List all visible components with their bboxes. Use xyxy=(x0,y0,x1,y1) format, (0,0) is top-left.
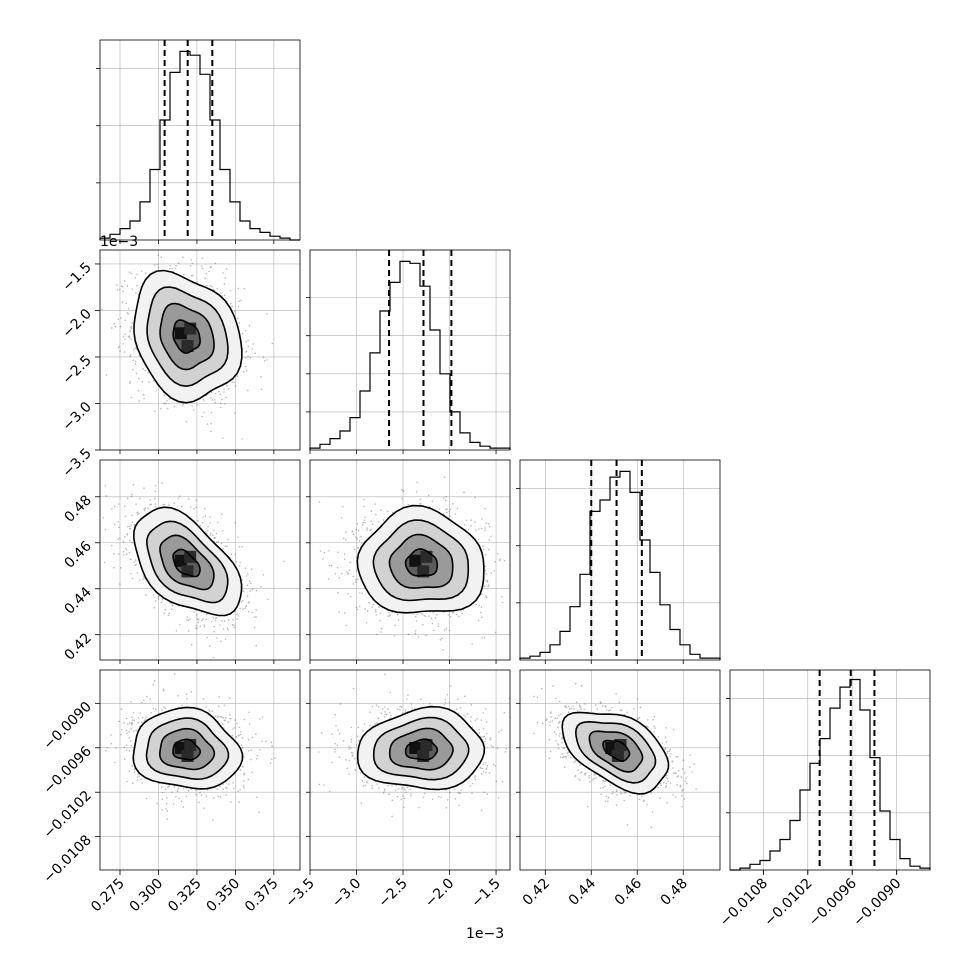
contour-line xyxy=(132,706,244,790)
x-tick-label: −2.0 xyxy=(422,876,457,911)
x-tick-label: −0.0090 xyxy=(850,876,904,930)
hist-frame xyxy=(729,669,931,871)
contour-line xyxy=(356,705,486,791)
contour-line xyxy=(145,717,230,781)
histogram-step xyxy=(309,260,511,450)
x-offset-label: 1e−3 xyxy=(466,926,504,942)
contour-line xyxy=(172,738,201,761)
y-tick-label: 0.44 xyxy=(61,584,94,617)
x-tick-label: 0.46 xyxy=(612,875,645,908)
y-tick-label: 0.48 xyxy=(61,492,94,525)
x-tick-label: 0.375 xyxy=(242,876,282,916)
density-core-pixel xyxy=(420,739,433,751)
contour-line xyxy=(172,319,201,354)
y-tick-label: −2.0 xyxy=(59,306,94,341)
x-tick-label: 0.42 xyxy=(520,876,553,909)
y-tick-label: 0.42 xyxy=(61,630,94,663)
y-tick-label: −3.5 xyxy=(59,446,94,481)
hist-panel-3 xyxy=(726,669,931,874)
contour-line xyxy=(356,504,485,614)
density-core-pixel xyxy=(420,550,433,563)
histogram-step xyxy=(99,50,300,241)
y-tick-label: 0.46 xyxy=(61,538,94,571)
contour-line xyxy=(132,506,243,617)
contour-line xyxy=(146,520,229,604)
pair-panel-2-3 xyxy=(519,669,721,871)
contour-line xyxy=(159,534,215,591)
contour-line xyxy=(372,716,470,781)
pair-panel-0-3 xyxy=(99,669,301,871)
contour-line xyxy=(133,269,243,404)
x-tick-label: −0.0108 xyxy=(717,876,771,930)
x-tick-label: 0.300 xyxy=(127,876,167,916)
pair-frame xyxy=(99,669,301,871)
y-tick-label: −0.0096 xyxy=(41,743,95,797)
pair-panel-0-1 xyxy=(99,249,301,451)
contour-line xyxy=(172,548,201,578)
contour-line xyxy=(388,727,454,771)
contour-line xyxy=(404,548,438,577)
pair-frame xyxy=(99,459,301,661)
contour-line xyxy=(404,738,439,761)
y-tick-label: −0.0102 xyxy=(41,788,95,842)
hist-panel-2 xyxy=(516,459,721,661)
x-tick-label: −3.5 xyxy=(282,876,317,911)
y-tick-label: −2.5 xyxy=(59,352,94,387)
x-tick-label: 0.44 xyxy=(566,875,599,908)
density-core-pixel xyxy=(174,554,187,567)
x-tick-label: −0.0096 xyxy=(806,875,860,929)
x-tick-label: 0.48 xyxy=(658,876,691,909)
x-tick-label: −1.5 xyxy=(469,876,504,911)
pair-frame xyxy=(309,459,511,661)
pair-panel-0-2 xyxy=(99,459,301,661)
density-core-pixel xyxy=(611,750,624,762)
pair-frame xyxy=(309,669,511,871)
histogram-step xyxy=(519,470,721,660)
contour-line xyxy=(146,286,229,388)
contour-line xyxy=(158,727,216,771)
hist-frame xyxy=(309,249,511,451)
x-tick-label: 0.275 xyxy=(88,876,128,916)
pair-frame xyxy=(99,249,301,451)
contour-line xyxy=(159,302,215,371)
contour-line xyxy=(372,519,470,602)
contour-line xyxy=(588,730,644,773)
x-tick-label: 0.325 xyxy=(165,876,205,916)
density-core-pixel xyxy=(174,327,187,340)
hist-panel-1 xyxy=(306,249,511,451)
x-tick-label: −0.0102 xyxy=(761,876,815,930)
density-core-pixel xyxy=(181,340,194,352)
pair-panel-1-3 xyxy=(309,669,511,871)
pair-frame xyxy=(519,669,721,871)
density-core-pixel xyxy=(417,565,430,578)
y-tick-label: −1.5 xyxy=(59,259,94,294)
y-tick-label: −3.0 xyxy=(59,399,94,434)
y-tick-label: −0.0108 xyxy=(41,832,95,886)
histogram-step xyxy=(730,678,931,871)
y-offset-label: 1e−3 xyxy=(100,234,138,250)
hist-frame xyxy=(99,39,301,241)
y-tick-label: −0.0090 xyxy=(41,699,95,753)
hist-frame xyxy=(519,459,721,661)
contour-line xyxy=(388,533,454,589)
contour-line xyxy=(561,711,670,795)
contour-line xyxy=(574,720,657,784)
density-core-pixel xyxy=(409,554,422,567)
pair-panel-1-2 xyxy=(309,459,511,661)
x-tick-label: 0.350 xyxy=(204,876,244,916)
x-tick-label: −3.0 xyxy=(329,876,364,911)
contour-line xyxy=(602,739,631,762)
x-tick-label: −2.5 xyxy=(375,876,410,911)
density-core-pixel xyxy=(184,550,197,563)
hist-panel-0 xyxy=(96,39,301,241)
